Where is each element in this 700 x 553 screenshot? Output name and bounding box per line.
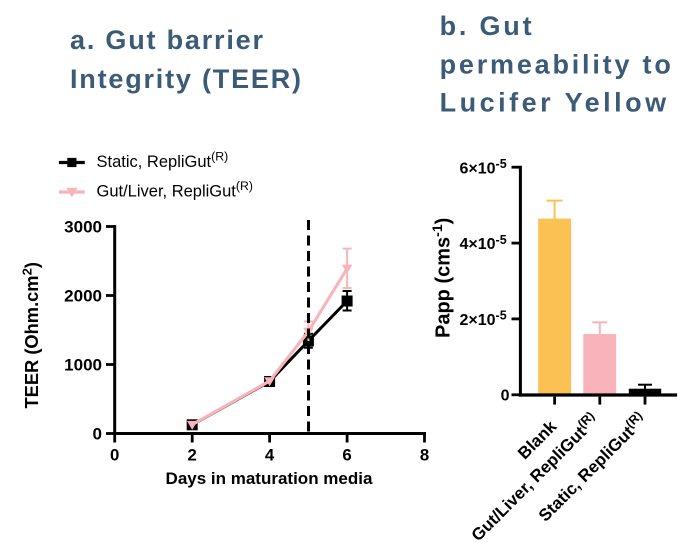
svg-text:0: 0 — [501, 388, 510, 405]
svg-text:permeability to: permeability to — [440, 50, 674, 80]
svg-text:2000: 2000 — [64, 287, 102, 306]
svg-text:6: 6 — [342, 445, 351, 464]
svg-text:6×10-5: 6×10-5 — [460, 157, 507, 177]
svg-text:b. Gut: b. Gut — [440, 11, 535, 41]
svg-text:Days in maturation media: Days in maturation media — [166, 469, 373, 488]
svg-text:Gut/Liver, RepliGut(R): Gut/Liver, RepliGut(R) — [97, 179, 253, 200]
svg-text:Papp (cms-1): Papp (cms-1) — [429, 218, 454, 338]
svg-text:4×10-5: 4×10-5 — [460, 233, 507, 253]
svg-text:TEER (Ohm.cm2): TEER (Ohm.cm2) — [19, 262, 42, 409]
svg-text:0: 0 — [93, 425, 102, 444]
svg-text:Lucifer Yellow: Lucifer Yellow — [440, 87, 670, 117]
svg-text:2: 2 — [188, 445, 197, 464]
svg-text:Integrity (TEER): Integrity (TEER) — [70, 64, 303, 94]
svg-text:Static, RepliGut(R): Static, RepliGut(R) — [97, 150, 229, 171]
svg-text:1000: 1000 — [64, 356, 102, 375]
svg-text:2×10-5: 2×10-5 — [460, 309, 507, 329]
svg-text:8: 8 — [420, 445, 429, 464]
svg-text:0: 0 — [110, 445, 119, 464]
svg-text:4: 4 — [265, 445, 275, 464]
svg-text:3000: 3000 — [64, 218, 102, 237]
svg-text:a. Gut barrier: a. Gut barrier — [70, 25, 265, 55]
